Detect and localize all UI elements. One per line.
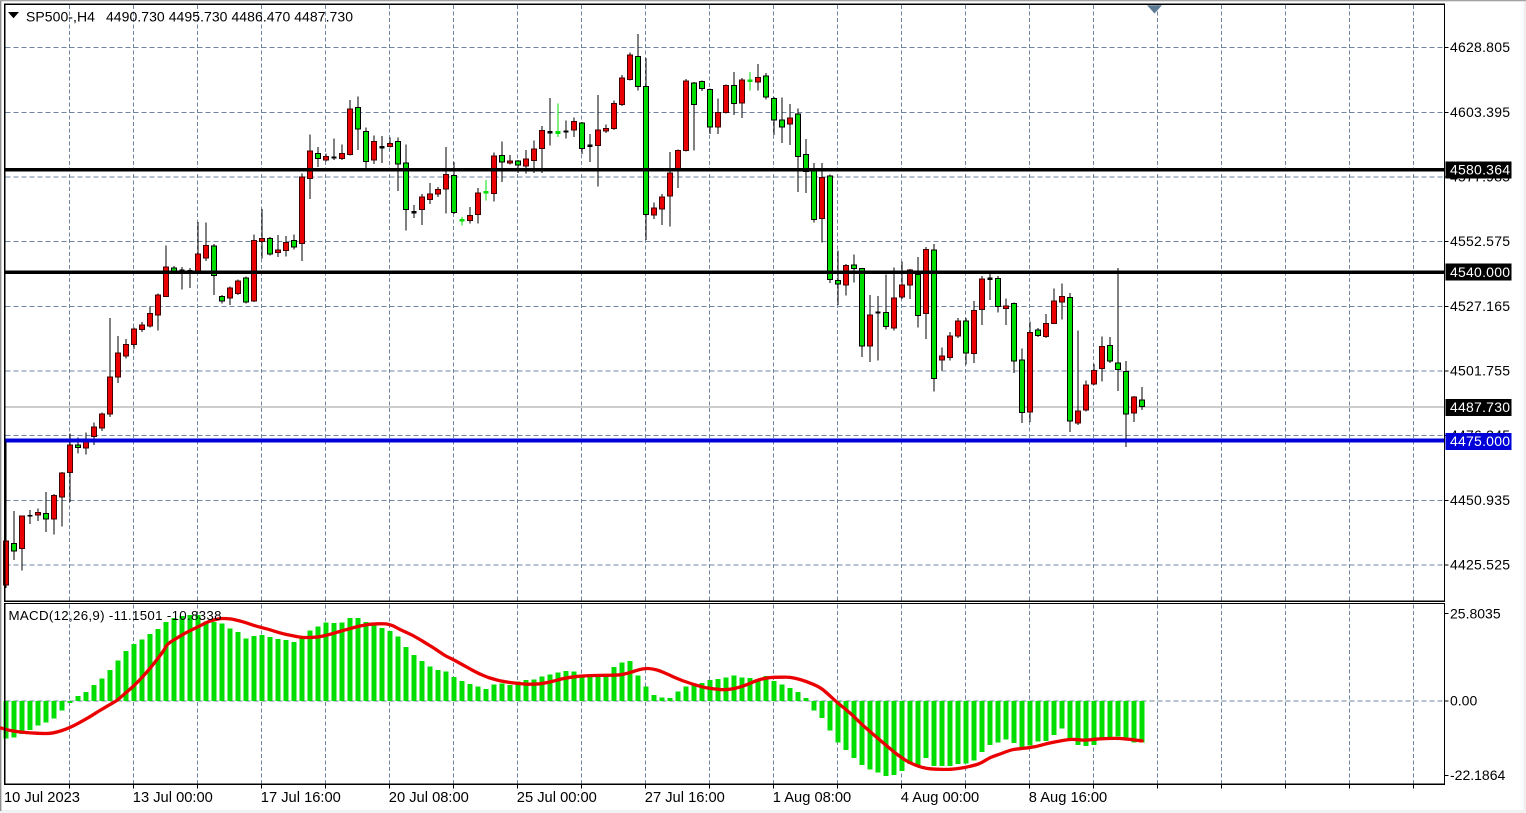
svg-text:4527.165: 4527.165 — [1450, 298, 1510, 314]
svg-text:4501.755: 4501.755 — [1450, 363, 1510, 379]
svg-text:SP500-,H4 4490.730 4495.730 4: SP500-,H4 4490.730 4495.730 4486.470 448… — [26, 8, 353, 24]
svg-text:25.8035: 25.8035 — [1450, 605, 1501, 621]
svg-text:MACD(12,26,9) -11.1501 -10.833: MACD(12,26,9) -11.1501 -10.8338 — [9, 608, 222, 623]
svg-text:0.00: 0.00 — [1450, 693, 1477, 709]
svg-text:4628.805: 4628.805 — [1450, 39, 1510, 55]
svg-text:4 Aug 00:00: 4 Aug 00:00 — [901, 790, 979, 806]
svg-text:20 Jul 08:00: 20 Jul 08:00 — [389, 790, 469, 806]
svg-text:4580.364: 4580.364 — [1450, 161, 1510, 177]
svg-text:-22.1864: -22.1864 — [1450, 767, 1505, 783]
svg-text:1 Aug 08:00: 1 Aug 08:00 — [773, 790, 851, 806]
svg-text:13 Jul 00:00: 13 Jul 00:00 — [133, 790, 213, 806]
svg-text:4487.730: 4487.730 — [1450, 399, 1510, 415]
svg-text:10 Jul 2023: 10 Jul 2023 — [4, 790, 80, 806]
svg-text:4552.575: 4552.575 — [1450, 233, 1510, 249]
svg-text:4425.525: 4425.525 — [1450, 557, 1510, 573]
svg-text:4540.000: 4540.000 — [1450, 264, 1510, 280]
svg-text:17 Jul 16:00: 17 Jul 16:00 — [261, 790, 341, 806]
svg-text:25 Jul 00:00: 25 Jul 00:00 — [517, 790, 597, 806]
svg-text:4475.000: 4475.000 — [1450, 433, 1510, 449]
svg-text:8 Aug 16:00: 8 Aug 16:00 — [1029, 790, 1107, 806]
svg-text:27 Jul 16:00: 27 Jul 16:00 — [645, 790, 725, 806]
svg-text:4603.395: 4603.395 — [1450, 104, 1510, 120]
svg-text:4450.935: 4450.935 — [1450, 492, 1510, 508]
